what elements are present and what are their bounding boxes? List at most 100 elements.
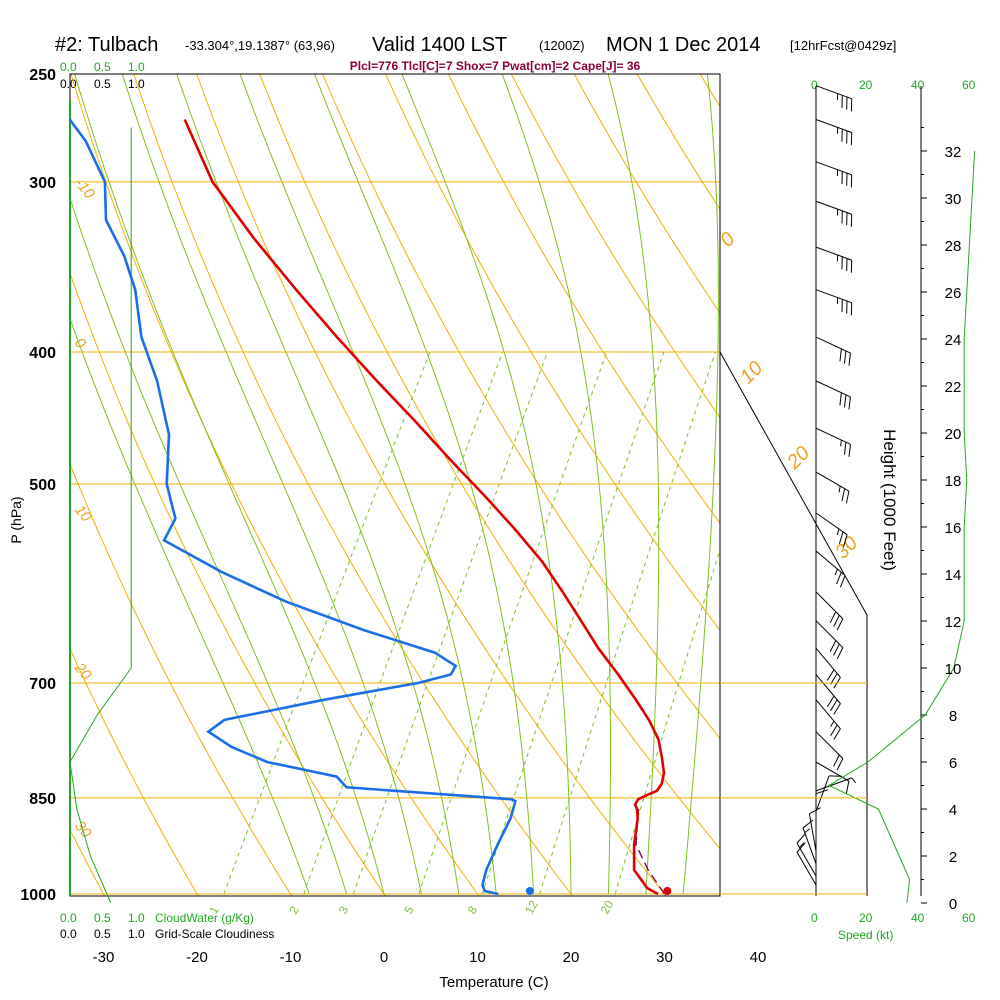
dry-adiabat-label: 0 xyxy=(716,228,739,251)
wind-barb xyxy=(815,289,853,316)
moist-adiabat xyxy=(74,74,385,895)
tick-label: 0.0 xyxy=(60,911,77,925)
tick-label: 40 xyxy=(911,78,925,92)
pressure-tick-label: 300 xyxy=(29,175,56,192)
barb-staff xyxy=(815,289,852,304)
wind-speed-profile xyxy=(827,150,976,904)
barb-flag xyxy=(845,490,850,504)
dry-adiabat-label: -10 xyxy=(71,175,98,203)
dry-adiabat xyxy=(636,74,720,211)
barb-flag xyxy=(839,575,846,588)
dry-adiabat xyxy=(997,50,1000,923)
barb-staff xyxy=(815,380,851,398)
dry-adiabat xyxy=(70,271,386,896)
mixing-ratio-line xyxy=(539,351,716,895)
tick-label: 0.0 xyxy=(60,927,77,941)
bottom-speed-scale: 0 20 40 60 Speed (kt) xyxy=(811,911,976,942)
mixing-ratio-line xyxy=(352,351,548,895)
mixing-ratio-label: 3 xyxy=(336,903,352,916)
bottom-cloudwater-scale: 0.0 0.5 1.0 CloudWater (g/Kg) xyxy=(60,911,254,925)
dry-adiabat xyxy=(70,647,199,896)
barb-half-flag xyxy=(851,777,857,784)
barb-half-flag xyxy=(799,842,805,848)
wind-barb xyxy=(815,512,848,547)
wind-barb xyxy=(815,336,851,366)
utc-time: (1200Z) xyxy=(539,38,585,53)
wind-barb xyxy=(815,427,851,457)
dry-adiabat xyxy=(133,74,574,896)
tick-label: 1.0 xyxy=(128,60,145,74)
sounding-indices: Plcl=776 Tlcl[C]=7 Shox=7 Pwat[cm]=2 Cap… xyxy=(350,59,641,73)
dry-adiabat xyxy=(259,74,720,850)
temperature-tick-label: 10 xyxy=(469,949,486,966)
wind-barb xyxy=(808,807,821,852)
valid-date: MON 1 Dec 2014 xyxy=(606,34,761,56)
tick-label: 40 xyxy=(911,911,925,925)
barb-flag xyxy=(843,394,847,408)
wind-barb xyxy=(815,550,846,588)
wind-barb xyxy=(815,699,841,740)
barb-half-flag xyxy=(834,568,838,576)
barb-staff xyxy=(815,620,844,648)
temperature-tick-label: 20 xyxy=(563,949,580,966)
barb-flag xyxy=(845,780,850,794)
moist-adiabat xyxy=(721,62,793,894)
height-tick-label: 4 xyxy=(949,802,957,819)
height-tick-label: 10 xyxy=(945,661,962,678)
dry-adiabat xyxy=(70,74,480,896)
wind-barb xyxy=(815,119,853,146)
barb-flag xyxy=(830,699,838,711)
tick-label: 0 xyxy=(811,911,818,925)
wind-barb xyxy=(815,380,851,410)
cloudwater-profile xyxy=(69,127,132,904)
height-tick-label: 28 xyxy=(945,238,962,255)
speed-label: Speed (kt) xyxy=(838,928,893,942)
dry-adiabat xyxy=(810,50,1000,923)
barb-staff xyxy=(815,591,844,620)
dry-adiabat xyxy=(0,50,24,923)
barb-staff xyxy=(808,813,817,852)
tick-label: 0.0 xyxy=(60,60,77,74)
barb-flag xyxy=(829,640,837,653)
barb-flag xyxy=(815,789,829,795)
dry-adiabat xyxy=(447,74,720,524)
moist-adiabat xyxy=(313,74,535,895)
height-tick-label: 26 xyxy=(945,285,962,302)
moist-adiabat xyxy=(70,196,348,895)
dry-adiabat xyxy=(70,828,106,896)
barb-staff xyxy=(815,85,852,100)
barb-staff xyxy=(796,842,817,877)
height-ticks xyxy=(921,127,927,904)
mixing-ratio-label: 8 xyxy=(465,903,481,916)
tick-label: 0 xyxy=(811,78,818,92)
barb-staff xyxy=(815,471,850,492)
barb-flag xyxy=(833,703,841,715)
barb-flag xyxy=(836,647,844,660)
barb-staff xyxy=(815,699,841,730)
wind-barb xyxy=(815,471,850,504)
top-cloudwater-scale: 0.0 0.5 1.0 xyxy=(60,60,145,74)
barb-flag xyxy=(836,758,844,771)
barb-staff xyxy=(815,200,852,215)
tick-label: 0.5 xyxy=(94,911,111,925)
barb-flag xyxy=(839,348,842,362)
dry-adiabat xyxy=(748,50,1000,923)
wind-barb xyxy=(815,200,853,227)
tick-label: 60 xyxy=(962,78,976,92)
y-axis-label: P (hPa) xyxy=(8,496,24,543)
x-axis-label: Temperature (C) xyxy=(439,974,548,991)
bottom-cloudiness-scale: 0.0 0.5 1.0 Grid-Scale Cloudiness xyxy=(60,927,274,941)
barb-staff xyxy=(815,119,852,133)
barb-flag xyxy=(833,754,840,767)
tick-label: 1.0 xyxy=(128,77,145,91)
barb-staff xyxy=(815,512,848,536)
barb-half-flag xyxy=(804,828,810,834)
wind-barb xyxy=(815,775,842,812)
tick-label: 20 xyxy=(859,911,873,925)
wind-barb xyxy=(815,647,841,689)
cloudiness-label: Grid-Scale Cloudiness xyxy=(155,927,274,941)
barb-flag xyxy=(848,396,851,410)
dry-adiabat xyxy=(70,463,293,896)
barb-flag xyxy=(809,807,821,815)
